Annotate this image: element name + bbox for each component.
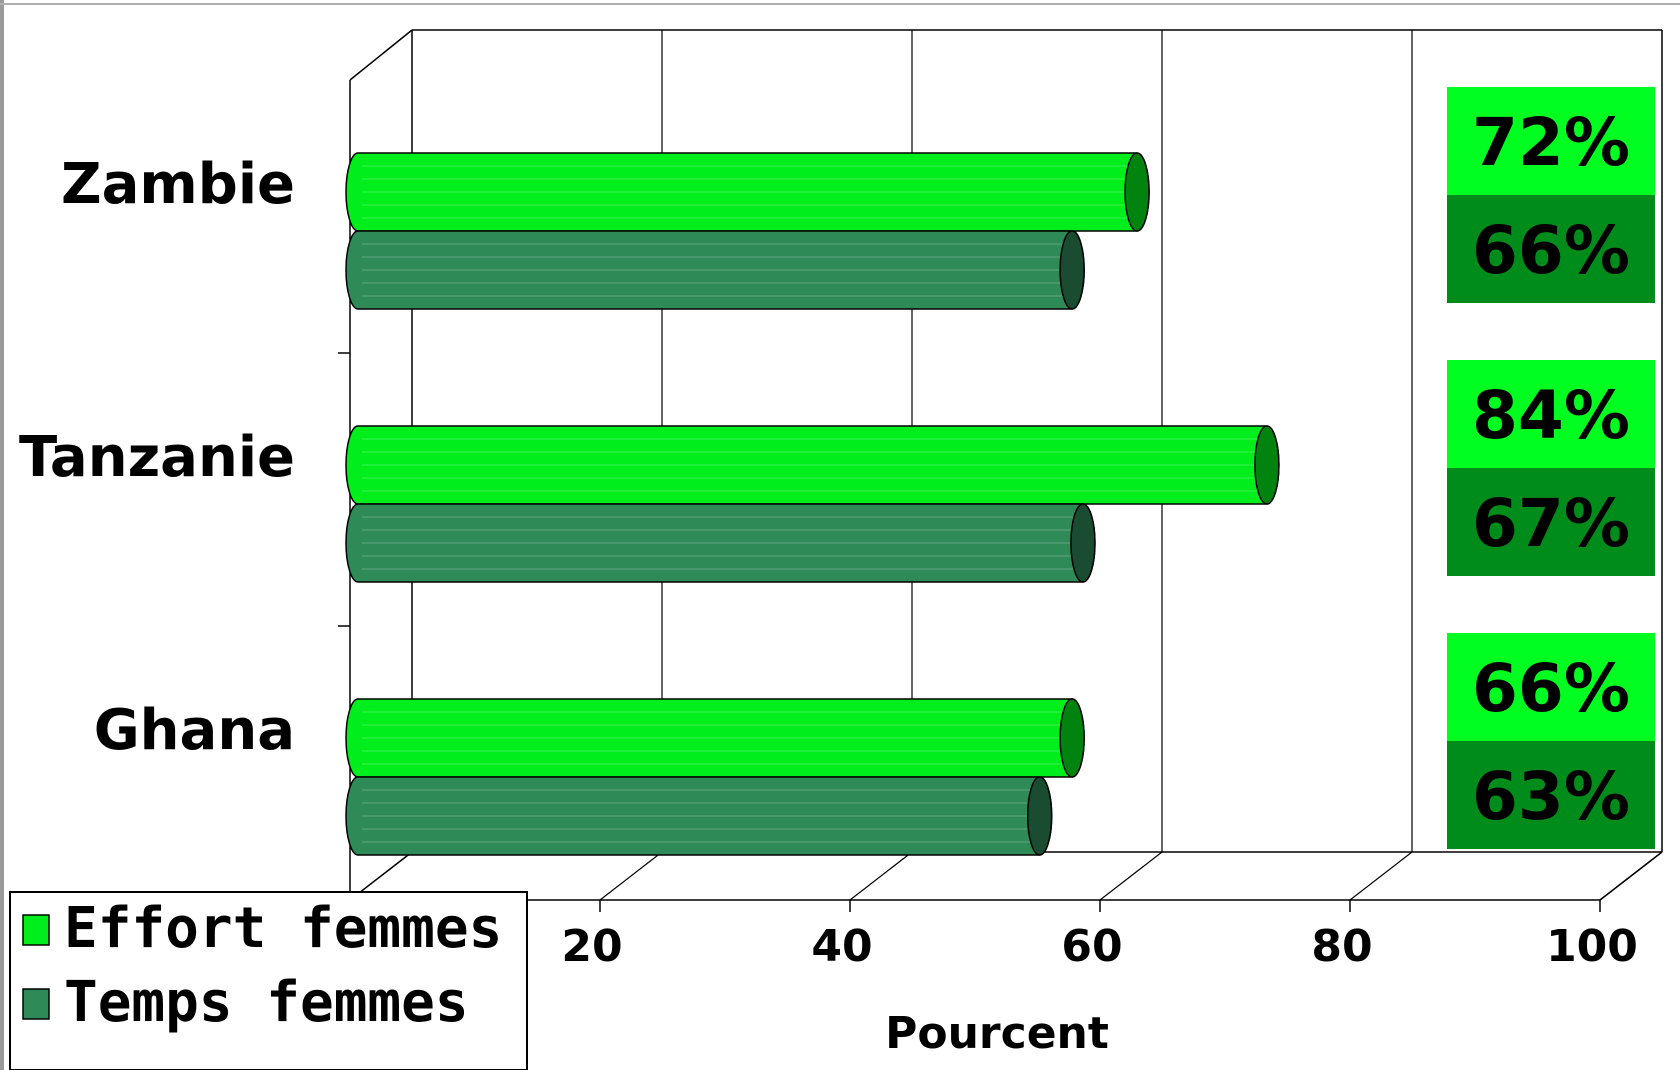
floor-gridline [849,851,913,901]
value-label-text: 72% [1472,104,1630,181]
value-label: 66% [1447,633,1655,741]
floor-gridline [599,851,663,901]
value-label: 72% [1447,87,1655,195]
value-label-box [1447,360,1655,468]
bar-end-cap [1059,698,1085,778]
bar-end-cap [1254,425,1280,505]
floor-gridline [1349,851,1413,901]
x-tick-label: 40 [811,921,872,972]
value-label-box [1447,195,1655,303]
bar-end-cap [1059,230,1085,310]
x-axis: 20 40 60 80 100 [561,900,1638,972]
legend-swatch [22,914,50,946]
bar [345,230,1085,310]
category-label: Zambie [61,152,295,217]
value-label-box [1447,468,1655,576]
value-label-text: 63% [1472,758,1630,835]
x-tick-label: 100 [1546,921,1638,972]
value-label: 67% [1447,468,1655,576]
bars [345,152,1280,856]
value-label-box [1447,87,1655,195]
value-label-text: 67% [1472,485,1630,562]
legend-label: Temps femmes [64,970,469,1035]
bar-end-cap [1124,152,1150,232]
bar-end-cap [1070,503,1096,583]
x-tick-label: 60 [1061,921,1122,972]
legend-item: Effort femmes [22,896,502,961]
value-label-box [1447,741,1655,849]
value-label: 84% [1447,360,1655,468]
category-label: Tanzanie [19,425,295,490]
left-wall-top-edge [349,29,413,81]
value-labels: 72% 66% 84% 67% 66% 63% [1447,87,1655,849]
x-tick-label: 80 [1311,921,1372,972]
bar [345,425,1280,505]
category-label: Ghana [94,698,295,763]
value-label-box [1447,633,1655,741]
value-label-text: 84% [1472,377,1630,454]
y-axis: Zambie Tanzanie Ghana [19,152,295,763]
legend-item: Temps femmes [22,970,469,1035]
legend-swatch [22,988,50,1020]
bar-end-cap [1026,776,1053,856]
bar [345,152,1150,232]
floor-gridline [1599,851,1663,901]
x-axis-title: Pourcent [885,1008,1109,1059]
value-label-text: 66% [1472,212,1630,289]
bar [345,776,1053,856]
bar [345,698,1085,778]
value-label: 66% [1447,195,1655,303]
x-tick-label: 20 [561,921,622,972]
legend: Effort femmes Temps femmes [9,891,528,1070]
bar [345,503,1096,583]
value-label: 63% [1447,741,1655,849]
value-label-text: 66% [1472,650,1630,727]
floor-gridline [1099,851,1163,901]
legend-label: Effort femmes [64,896,502,961]
